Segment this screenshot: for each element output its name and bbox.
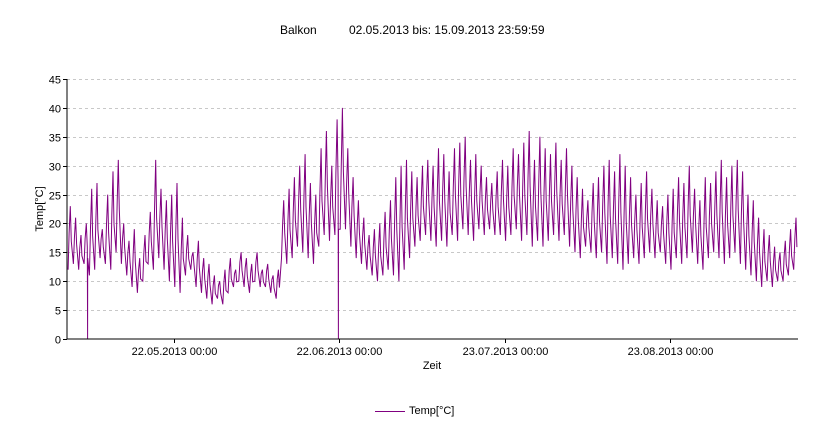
axes xyxy=(66,79,798,340)
x-tick-label: 23.07.2013 00:00 xyxy=(463,346,549,358)
x-axis-label: Zeit xyxy=(423,360,441,372)
y-tick-label: 35 xyxy=(49,133,61,145)
y-tick-label: 30 xyxy=(49,162,61,174)
y-tick-label: 15 xyxy=(49,248,61,260)
x-tick-label: 23.08.2013 00:00 xyxy=(628,346,714,358)
y-tick-label: 40 xyxy=(49,104,61,116)
x-tick-label: 22.06.2013 00:00 xyxy=(297,346,383,358)
legend-label: Temp[°C] xyxy=(409,405,455,417)
y-axis-label: Temp[°C] xyxy=(34,186,46,231)
chart-title: Balkon xyxy=(280,23,317,37)
y-tick-label: 20 xyxy=(49,219,61,231)
y-tick-labels: 0 5 10 15 20 25 30 35 40 45 xyxy=(49,75,67,347)
y-tick-label: 10 xyxy=(49,277,61,289)
y-tick-label: 5 xyxy=(55,306,61,318)
y-tick-label: 45 xyxy=(49,75,61,87)
legend-line-swatch xyxy=(375,410,405,412)
y-tick-label: 25 xyxy=(49,191,61,203)
plot-series xyxy=(67,107,798,340)
y-tick-label: 0 xyxy=(55,335,61,347)
legend: Temp[°C] xyxy=(375,404,454,418)
x-tick-label: 22.05.2013 00:00 xyxy=(132,346,218,358)
x-tick-labels: 22.05.2013 00:00 22.06.2013 00:00 23.07.20… xyxy=(132,339,714,358)
series-line xyxy=(67,107,798,340)
chart-date-range: 02.05.2013 bis: 15.09.2013 23:59:59 xyxy=(349,23,545,37)
